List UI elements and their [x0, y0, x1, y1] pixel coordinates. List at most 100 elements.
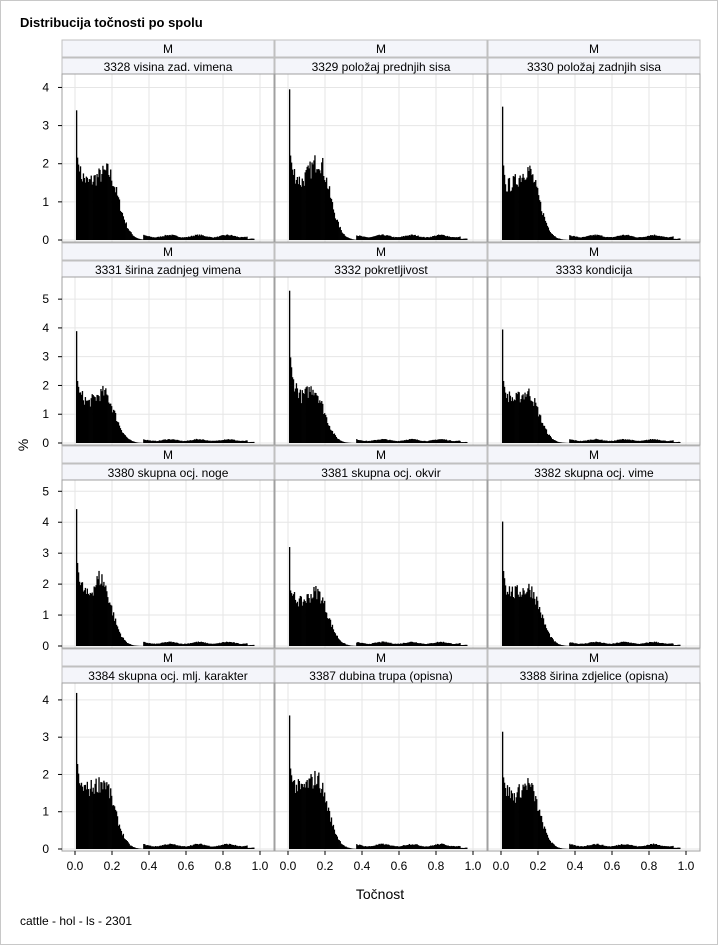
histogram-bar [551, 438, 553, 443]
histogram-bar [522, 588, 524, 646]
histogram-bar [221, 642, 223, 646]
histogram-bar [100, 388, 102, 443]
histogram-bar [131, 234, 133, 240]
histogram-bar [157, 846, 160, 849]
histogram-bar [146, 845, 148, 849]
histogram-bar [561, 442, 563, 443]
histogram-bar [147, 845, 149, 849]
histogram-bar [390, 236, 392, 240]
histogram-bar [102, 165, 104, 240]
y-tick-label: 1 [42, 805, 49, 819]
histogram-bar [611, 643, 613, 646]
histogram-bar [637, 237, 639, 240]
histogram-bar [639, 237, 641, 240]
histogram-bar [408, 439, 411, 443]
histogram-bar [119, 828, 122, 849]
histogram-bar [158, 440, 161, 443]
histogram-bar [312, 389, 314, 443]
histogram-bar [237, 236, 239, 240]
histogram-bar [464, 238, 466, 240]
histogram-bar [417, 845, 419, 849]
histogram-bar [112, 615, 114, 646]
histogram-bar [530, 597, 532, 646]
histogram-bar [211, 237, 213, 240]
histogram-bar [154, 440, 157, 443]
histogram-bar [289, 155, 292, 240]
histogram-bar [459, 643, 461, 646]
histogram-bar [377, 844, 379, 849]
histogram-bar [409, 844, 412, 849]
histogram-bar [524, 392, 526, 443]
histogram-bar [126, 437, 128, 443]
histogram-bar [95, 400, 97, 443]
histogram-bar [403, 845, 406, 849]
histogram-bar [558, 442, 560, 443]
histogram-bar [172, 844, 174, 849]
histogram-bar [442, 843, 445, 849]
histogram-bar [146, 642, 148, 646]
histogram-bar [456, 440, 458, 443]
histogram-bar [390, 845, 392, 849]
histogram-bar [182, 237, 184, 240]
histogram-bar [185, 846, 187, 849]
histogram-bar [155, 643, 158, 646]
histogram-bar [318, 772, 320, 849]
histogram-bar [367, 644, 370, 646]
histogram-bar [440, 234, 443, 240]
histogram-bar [664, 440, 666, 443]
histogram-bar [641, 440, 643, 443]
histogram-bar [365, 643, 368, 646]
histogram-bar [119, 210, 122, 240]
histogram-bar [654, 439, 657, 443]
histogram-bar [458, 440, 460, 443]
histogram-bar [191, 642, 194, 646]
histogram-bar [116, 816, 119, 849]
histogram-bar [206, 642, 208, 646]
histogram-bar [645, 642, 647, 646]
histogram-bar [649, 844, 651, 849]
histogram-bar [232, 844, 235, 849]
histogram-bar [538, 607, 541, 646]
histogram-bar [446, 440, 449, 443]
histogram-bar [537, 600, 539, 646]
histogram-bar [208, 643, 210, 646]
histogram-bar [133, 236, 135, 240]
histogram-bar [125, 222, 127, 240]
histogram-bar [610, 846, 612, 849]
histogram-bar [118, 631, 121, 646]
histogram-bar [79, 785, 82, 849]
panel-sex-header [274, 445, 488, 464]
histogram-bar [667, 643, 669, 646]
histogram-bar [106, 782, 108, 849]
histogram-bar [301, 605, 303, 646]
histogram-bar [235, 440, 237, 443]
histogram-bar [620, 235, 623, 240]
histogram-bars [501, 521, 681, 646]
histogram-bar [236, 845, 238, 849]
histogram-bar [584, 236, 587, 240]
histogram-bar [339, 841, 341, 849]
histogram-bar [156, 846, 159, 849]
histogram-bar [386, 642, 388, 646]
histogram-bar [195, 438, 198, 443]
histogram-bar [108, 784, 110, 849]
histogram-bar [80, 782, 83, 849]
histogram-bar [75, 110, 78, 240]
histogram-bar [312, 597, 314, 646]
histogram-bar [404, 440, 407, 443]
histogram-bar [575, 440, 577, 443]
histogram-bar [153, 846, 156, 849]
histogram-bar [358, 642, 360, 646]
histogram-bar [249, 847, 251, 849]
histogram-bar [413, 642, 415, 646]
histogram-bar [94, 397, 96, 443]
histogram-bar [673, 239, 675, 240]
histogram-bar [335, 436, 338, 443]
histogram-bar [192, 642, 195, 646]
histogram-bar [506, 191, 509, 240]
x-tick-label: 1.0 [465, 859, 482, 873]
histogram-bar [431, 440, 433, 443]
histogram-bar [399, 643, 402, 646]
histogram-bar [79, 392, 82, 443]
histogram-bar [215, 846, 217, 849]
